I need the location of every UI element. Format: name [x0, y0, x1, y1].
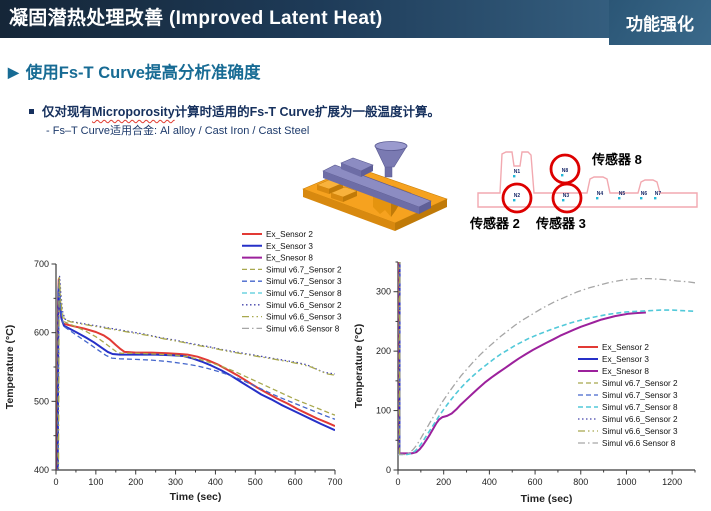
sensor-dot: [640, 197, 643, 200]
slide-header: 凝固潜热处理改善 (Improved Latent Heat): [0, 0, 711, 38]
svg-text:200: 200: [436, 477, 451, 487]
bullet-text-post: 计算时适用的Fs-T Curve扩展为一般温度计算。: [174, 105, 440, 119]
highlight-circle-sensor8: [549, 153, 581, 185]
sensor-label-n6: N6: [641, 191, 648, 197]
svg-text:600: 600: [34, 328, 49, 338]
sensor-label-n8: N8: [562, 168, 569, 174]
sensor-label-n1: N1: [514, 169, 521, 175]
svg-text:Temperature (°C): Temperature (°C): [353, 324, 365, 409]
sensor-dot: [513, 175, 516, 178]
svg-text:Time (sec): Time (sec): [521, 493, 573, 505]
svg-text:400: 400: [34, 465, 49, 475]
sub-bullet: - Fs–T Curve适用合金: Al alloy / Cast Iron /…: [46, 125, 310, 137]
svg-text:Ex_Snesor 8: Ex_Snesor 8: [602, 367, 649, 376]
sensor-label-n3: N3: [563, 193, 570, 199]
callout-sensor8: 传感器 8: [591, 152, 642, 167]
sensor-label-n4: N4: [597, 191, 604, 197]
svg-text:Simul v6.6 Sensor 8: Simul v6.6 Sensor 8: [266, 324, 340, 333]
svg-text:1000: 1000: [616, 477, 636, 487]
square-bullet-icon: [29, 109, 34, 115]
sensor-label-n2: N2: [514, 193, 521, 199]
sensor-dot: [618, 197, 621, 200]
svg-text:Ex_Sensor 2: Ex_Sensor 2: [602, 343, 649, 352]
bullet-text-pre: 仅对现有: [42, 105, 93, 119]
callout-sensor2: 传感器 2: [469, 216, 520, 231]
svg-text:0: 0: [53, 477, 58, 487]
right-chart: 0 200 400 600 800 1000 1200 0 100 200 300 Time (sec…: [353, 261, 696, 505]
svg-text:800: 800: [573, 477, 588, 487]
svg-text:100: 100: [88, 477, 103, 487]
svg-text:1200: 1200: [662, 477, 682, 487]
svg-text:Time (sec): Time (sec): [170, 491, 222, 503]
svg-text:Temperature (°C): Temperature (°C): [4, 325, 16, 410]
bullet-text-highlight: Microporosity: [92, 105, 175, 119]
svg-text:Simul v6.7_Sensor 8: Simul v6.7_Sensor 8: [266, 289, 342, 298]
svg-text:Simul v6.7_Sensor 8: Simul v6.7_Sensor 8: [602, 403, 678, 412]
section-heading-text: 使用Fs-T Curve提高分析准确度: [25, 64, 261, 82]
svg-text:400: 400: [208, 477, 223, 487]
svg-text:700: 700: [34, 259, 49, 269]
svg-text:600: 600: [528, 477, 543, 487]
svg-text:Simul v6.6_Sensor 3: Simul v6.6_Sensor 3: [266, 313, 342, 322]
svg-text:300: 300: [376, 287, 391, 297]
svg-text:Ex_Sensor 3: Ex_Sensor 3: [602, 355, 649, 364]
svg-text:Simul v6.7_Sensor 2: Simul v6.7_Sensor 2: [602, 379, 678, 388]
sensor-dot: [562, 199, 565, 202]
triangle-bullet-icon: ▶: [8, 64, 19, 80]
casting-model-image: [302, 141, 448, 231]
slide-title: 凝固潜热处理改善 (Improved Latent Heat): [9, 8, 383, 29]
svg-text:400: 400: [482, 477, 497, 487]
capability-badge: 功能强化: [609, 0, 711, 45]
sensor-dot: [561, 174, 564, 177]
svg-text:0: 0: [395, 477, 400, 487]
svg-text:Simul v6.7_Sensor 3: Simul v6.7_Sensor 3: [266, 277, 342, 286]
sensor-diagram: N1 N2 N3 N4 N5 N6 N7 N8 传感器 8 传感器 2 传感器: [469, 151, 698, 231]
svg-text:Simul v6.6_Sensor 2: Simul v6.6_Sensor 2: [266, 301, 342, 310]
casting-outline: [477, 151, 698, 208]
capability-badge-label: 功能强化: [626, 15, 694, 34]
svg-text:Simul v6.7_Sensor 3: Simul v6.7_Sensor 3: [602, 391, 678, 400]
callout-sensor3: 传感器 3: [535, 216, 586, 231]
sensor-label-n5: N5: [619, 191, 626, 197]
svg-text:Ex_Sensor 3: Ex_Sensor 3: [266, 242, 313, 251]
left-chart: 0 100 200 300 400 500 600 700 400 500 600 700 Time (…: [4, 230, 343, 503]
svg-text:Simul v6.7_Sensor 2: Simul v6.7_Sensor 2: [266, 265, 342, 274]
sensor-dot: [596, 197, 599, 200]
svg-text:200: 200: [376, 346, 391, 356]
svg-text:Simul v6.6 Sensor 8: Simul v6.6 Sensor 8: [602, 439, 676, 448]
svg-text:500: 500: [248, 477, 263, 487]
highlight-circle-sensor2: [501, 182, 533, 214]
svg-text:500: 500: [34, 396, 49, 406]
svg-text:600: 600: [288, 477, 303, 487]
sensor-label-n7: N7: [655, 191, 662, 197]
svg-text:Ex_Snesor 8: Ex_Snesor 8: [266, 254, 313, 263]
svg-text:100: 100: [376, 406, 391, 416]
svg-text:300: 300: [168, 477, 183, 487]
svg-text:Simul v6.6_Sensor 2: Simul v6.6_Sensor 2: [602, 415, 678, 424]
svg-text:200: 200: [128, 477, 143, 487]
section-heading: ▶ 使用Fs-T Curve提高分析准确度: [8, 59, 260, 83]
main-bullet: 仅对现有Microporosity计算时适用的Fs-T Curve扩展为一般温度…: [29, 101, 440, 120]
sensor-dot: [513, 199, 516, 202]
svg-text:Ex_Sensor 2: Ex_Sensor 2: [266, 230, 313, 239]
svg-text:700: 700: [327, 477, 342, 487]
svg-text:Simul v6.6_Sensor 3: Simul v6.6_Sensor 3: [602, 427, 678, 436]
sensor-dot: [654, 197, 657, 200]
svg-text:0: 0: [386, 465, 391, 475]
